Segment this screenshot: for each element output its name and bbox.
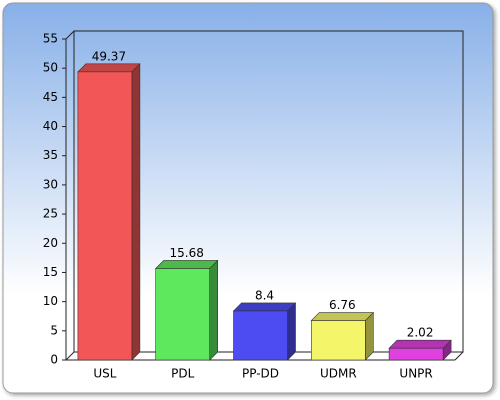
data-label: 2.02 (407, 326, 434, 340)
data-label: 8.4 (255, 288, 274, 302)
bar (233, 310, 288, 361)
y-tick-label: 20 (43, 236, 58, 250)
y-tick-label: 0 (50, 353, 58, 367)
x-tick-label: PP-DD (242, 367, 279, 381)
y-tick-label: 55 (43, 32, 58, 46)
bar-side (287, 302, 296, 361)
y-tick-label: 25 (43, 207, 58, 221)
y-tick-label: 30 (43, 177, 58, 191)
y-tick-label: 45 (43, 90, 58, 104)
x-tick-label: UNPR (399, 367, 432, 381)
bar (155, 268, 210, 361)
bar-side (209, 259, 218, 361)
bar (388, 347, 444, 361)
wall-edge (65, 30, 75, 40)
y-tick-label: 15 (43, 265, 58, 279)
bar-top (154, 260, 219, 269)
y-tick-label: 5 (50, 323, 58, 337)
data-label: 49.37 (92, 49, 126, 63)
bar-top (232, 302, 297, 312)
x-tick-label: UDMR (320, 367, 357, 381)
bar-top (77, 63, 141, 73)
bar-side (131, 63, 141, 361)
data-label: 15.68 (170, 246, 204, 260)
floor-edge (454, 351, 464, 361)
bar (77, 71, 133, 361)
y-tick-label: 50 (43, 61, 58, 75)
x-tick-label: PDL (171, 367, 194, 381)
bar-top (388, 339, 452, 349)
wall-edge (65, 351, 75, 361)
y-tick-label: 10 (43, 294, 58, 308)
data-label: 6.76 (329, 298, 356, 312)
bar-top (310, 312, 375, 321)
y-tick-label: 35 (43, 148, 58, 162)
x-tick-label: USL (93, 367, 116, 381)
bar (310, 320, 366, 361)
y-tick-label: 40 (43, 119, 58, 133)
